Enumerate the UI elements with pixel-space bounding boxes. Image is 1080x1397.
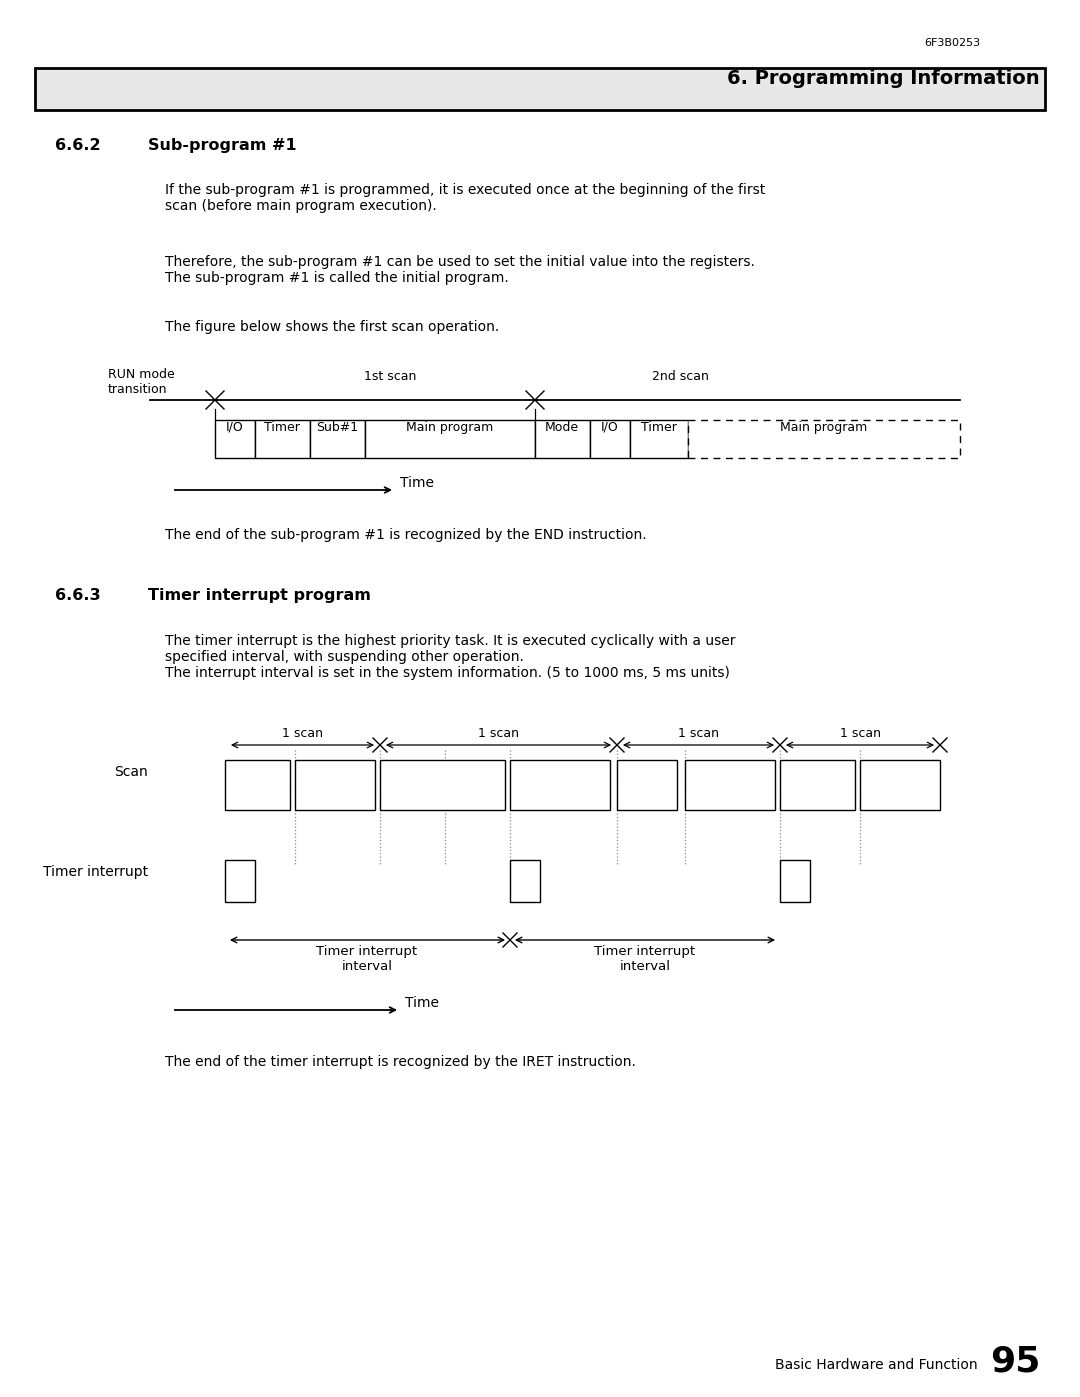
Bar bbox=[510, 760, 610, 810]
Bar bbox=[535, 420, 590, 458]
Bar bbox=[225, 861, 255, 902]
Bar bbox=[215, 420, 255, 458]
Bar bbox=[780, 760, 855, 810]
Bar bbox=[365, 420, 535, 458]
Text: Time: Time bbox=[405, 996, 438, 1010]
Text: 1st scan: 1st scan bbox=[364, 370, 416, 383]
Bar bbox=[685, 760, 775, 810]
Text: Main program: Main program bbox=[406, 420, 494, 434]
Text: Basic Hardware and Function: Basic Hardware and Function bbox=[775, 1358, 977, 1372]
Text: 95: 95 bbox=[989, 1345, 1040, 1379]
Text: 6. Programming Information: 6. Programming Information bbox=[727, 68, 1040, 88]
Text: The end of the sub-program #1 is recognized by the END instruction.: The end of the sub-program #1 is recogni… bbox=[165, 528, 647, 542]
Text: Main program: Main program bbox=[781, 420, 867, 434]
Text: 6.6.2: 6.6.2 bbox=[55, 138, 100, 154]
Bar bbox=[688, 420, 960, 458]
Text: The end of the timer interrupt is recognized by the IRET instruction.: The end of the timer interrupt is recogn… bbox=[165, 1055, 636, 1069]
Text: Scan: Scan bbox=[114, 766, 148, 780]
Bar bbox=[510, 861, 540, 902]
Text: I/O: I/O bbox=[602, 420, 619, 434]
Text: Timer interrupt program: Timer interrupt program bbox=[148, 588, 370, 604]
Text: Timer: Timer bbox=[642, 420, 677, 434]
Text: Timer interrupt: Timer interrupt bbox=[43, 865, 148, 879]
Bar bbox=[630, 420, 688, 458]
Text: 2nd scan: 2nd scan bbox=[651, 370, 708, 383]
Text: I/O: I/O bbox=[226, 420, 244, 434]
Text: 6.6.3: 6.6.3 bbox=[55, 588, 100, 604]
Text: Therefore, the sub-program #1 can be used to set the initial value into the regi: Therefore, the sub-program #1 can be use… bbox=[165, 256, 755, 285]
Bar bbox=[617, 760, 677, 810]
Bar bbox=[590, 420, 630, 458]
Bar bbox=[35, 68, 1045, 110]
Bar bbox=[225, 760, 291, 810]
Text: The timer interrupt is the highest priority task. It is executed cyclically with: The timer interrupt is the highest prior… bbox=[165, 634, 735, 680]
Bar bbox=[780, 861, 810, 902]
Bar bbox=[310, 420, 365, 458]
Bar bbox=[380, 760, 505, 810]
Bar bbox=[255, 420, 310, 458]
Text: Timer interrupt
interval: Timer interrupt interval bbox=[594, 944, 696, 972]
Text: 1 scan: 1 scan bbox=[677, 726, 718, 740]
Text: RUN mode
transition: RUN mode transition bbox=[108, 367, 175, 395]
Text: Time: Time bbox=[400, 476, 434, 490]
Text: Sub-program #1: Sub-program #1 bbox=[148, 138, 297, 154]
Text: The figure below shows the first scan operation.: The figure below shows the first scan op… bbox=[165, 320, 499, 334]
Text: Mode: Mode bbox=[545, 420, 579, 434]
Text: 1 scan: 1 scan bbox=[839, 726, 880, 740]
Text: 1 scan: 1 scan bbox=[477, 726, 518, 740]
Text: Timer: Timer bbox=[265, 420, 300, 434]
Text: If the sub-program #1 is programmed, it is executed once at the beginning of the: If the sub-program #1 is programmed, it … bbox=[165, 183, 766, 214]
Text: Timer interrupt
interval: Timer interrupt interval bbox=[316, 944, 418, 972]
Text: 6F3B0253: 6F3B0253 bbox=[923, 38, 980, 47]
Bar bbox=[860, 760, 940, 810]
Text: Sub#1: Sub#1 bbox=[316, 420, 359, 434]
Bar bbox=[295, 760, 375, 810]
Text: 1 scan: 1 scan bbox=[282, 726, 323, 740]
